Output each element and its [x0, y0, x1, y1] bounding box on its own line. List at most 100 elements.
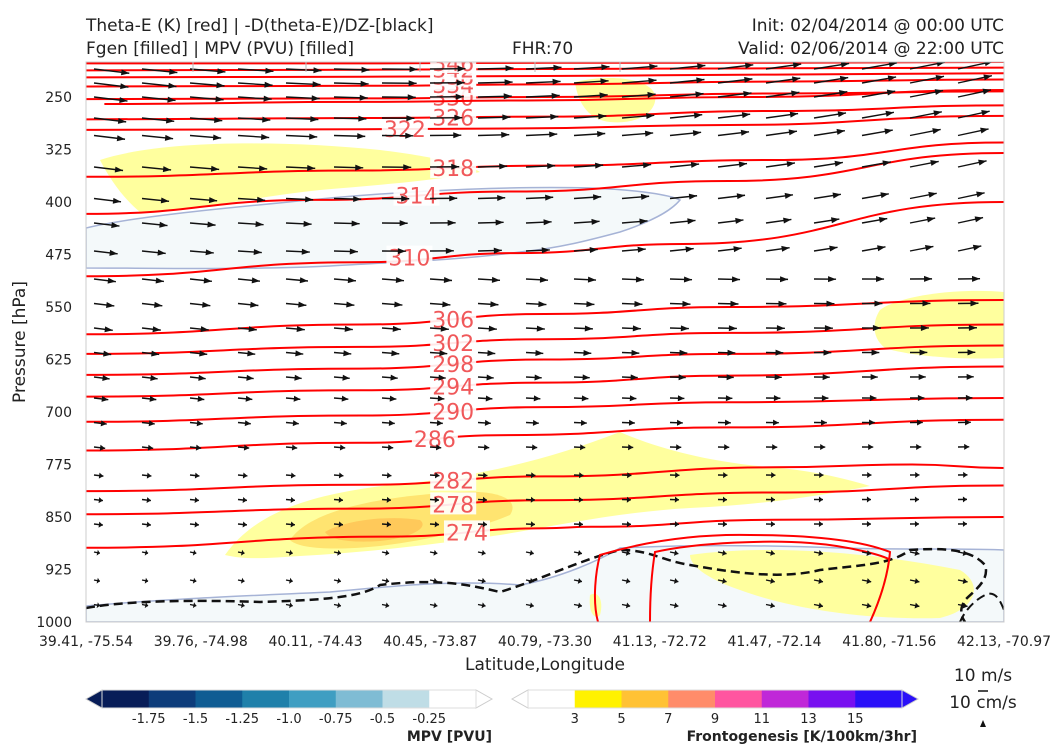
wind-vector-head	[978, 159, 987, 166]
wind-vector-head	[625, 549, 631, 556]
wind-vector-head	[625, 602, 631, 609]
wind-vector-head	[442, 301, 451, 308]
wind-vector-head	[591, 218, 600, 225]
wind-vector-head	[532, 444, 538, 451]
wind-vector-head	[385, 549, 390, 556]
wind-vector-head	[146, 497, 151, 504]
colorbar-tick-label: -1.25	[225, 712, 259, 727]
colorbar-tick-label: 9	[711, 712, 719, 727]
wind-vector-head	[310, 116, 319, 123]
wind-vector-head	[676, 419, 683, 426]
wind-vector-head	[261, 134, 270, 140]
wind-vector-head	[880, 192, 889, 199]
wind-vector-head	[982, 88, 991, 95]
colorbar-swatch	[668, 690, 716, 708]
wind-vector-head	[299, 277, 308, 284]
wind-vector-head	[245, 395, 253, 402]
wind-vector-head	[868, 444, 874, 451]
wind-vector-head	[640, 193, 650, 200]
wind-vector-head	[292, 420, 299, 427]
wind-vector-head	[733, 246, 742, 253]
wind-vector-head	[386, 496, 391, 503]
wind-vector-head	[552, 78, 561, 85]
wind-vector-head	[818, 550, 823, 556]
wind-vector-head	[930, 159, 939, 166]
wind-vector-head	[723, 472, 728, 479]
wind-vector-head	[934, 89, 944, 96]
contour-label-bg	[430, 468, 477, 491]
y-tick-label: 400	[45, 195, 72, 211]
init-time: Init: 02/04/2014 @ 00:00 UTC	[752, 16, 1004, 36]
wind-vector-head	[869, 419, 875, 426]
wind-vector-head	[360, 80, 369, 87]
wind-vector-head	[586, 301, 595, 308]
wind-vector-head	[98, 497, 103, 504]
wind-vector-head	[1024, 191, 1032, 197]
wind-vector-head	[495, 219, 504, 226]
wind-vector-head	[589, 246, 598, 253]
wind-vector-head	[581, 395, 589, 402]
wind-vector-head	[487, 350, 496, 357]
wind-vector-head	[290, 521, 295, 528]
wind-vector-head	[597, 131, 606, 138]
wind-vector-head	[203, 277, 212, 284]
wind-vector-head	[649, 63, 658, 70]
wind-vector-head	[116, 135, 126, 142]
wind-vector-head	[385, 602, 390, 609]
wind-vector-head	[434, 496, 439, 503]
wind-vector-head	[866, 602, 872, 609]
wind-vector-head	[866, 521, 871, 528]
wind-vector-head	[202, 301, 211, 308]
wind-vector-head	[696, 77, 705, 84]
wind-vector-head	[828, 276, 837, 283]
wind-vector-head	[917, 419, 923, 426]
wind-vector-head	[536, 325, 545, 332]
wind-vector-head	[164, 134, 174, 141]
wind-vector-head	[194, 521, 199, 528]
wind-vector-head	[631, 349, 640, 356]
wind-vector-head	[338, 496, 343, 503]
wind-vector-head	[914, 550, 920, 556]
wind-vector-head	[674, 577, 679, 584]
y-tick-label: 775	[45, 458, 72, 474]
wind-vector-head	[531, 472, 536, 479]
wind-vector-head	[289, 577, 293, 584]
wind-vector-head	[481, 549, 486, 556]
wind-vector-head	[915, 471, 920, 478]
colorbar-swatch	[242, 690, 290, 708]
y-tick-label: 475	[45, 248, 72, 264]
wind-vector-head	[120, 69, 130, 76]
wind-vector-head	[401, 195, 410, 202]
wind-vector-head	[155, 277, 164, 284]
wind-vector-head	[456, 79, 465, 86]
wind-vector-head	[147, 444, 154, 451]
wind-vector-head	[924, 245, 934, 251]
colorbar-tick-label: -0.75	[319, 712, 353, 727]
wind-vector-head	[210, 165, 220, 172]
wind-vector-head	[1032, 60, 1040, 66]
wind-vector-head	[776, 325, 785, 332]
wind-vector-head	[447, 219, 456, 226]
wind-vector-head	[197, 395, 205, 402]
wind-vector-head	[791, 90, 800, 97]
theta-e-contour-label: 310	[388, 247, 430, 272]
wind-vector-head	[481, 577, 486, 584]
wind-vector-head	[685, 246, 694, 253]
wind-vector-head	[207, 221, 216, 228]
colorbar-tick-label: -0.25	[412, 712, 446, 727]
theta-e-contour	[86, 516, 1004, 549]
wind-vector-head	[449, 195, 458, 202]
wind-vectors	[93, 60, 1040, 609]
y-axis-ticks: 250 325 400 475 550 625 700 775 850 925 1000	[36, 90, 72, 631]
x-tick-label: 41.47, -72.14	[727, 634, 821, 650]
y-tick-label: 250	[45, 90, 72, 106]
colorbar-swatch	[715, 690, 763, 708]
wind-vector-head	[255, 221, 264, 228]
wind-vector-head	[434, 521, 439, 528]
wind-vector-head	[819, 472, 824, 479]
theta-e-contour-label: 278	[432, 493, 474, 518]
wind-vector-head	[263, 95, 272, 102]
wind-vector-head	[198, 374, 206, 381]
wind-vector-head	[148, 420, 155, 427]
wind-vector-head	[247, 350, 256, 357]
